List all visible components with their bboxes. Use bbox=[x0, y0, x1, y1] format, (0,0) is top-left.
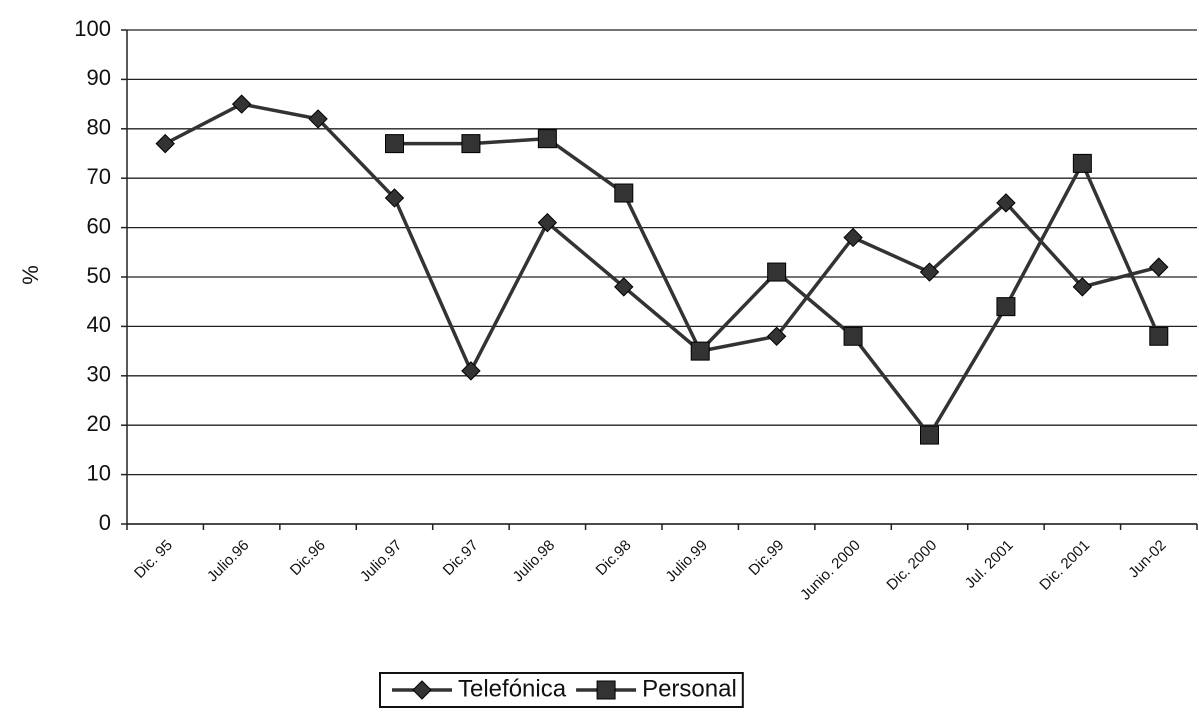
y-tick-label: 30 bbox=[87, 362, 111, 387]
data-point bbox=[690, 341, 710, 361]
data-point bbox=[537, 212, 558, 233]
y-tick-label: 10 bbox=[87, 460, 111, 485]
x-tick-label: Junio. 2000 bbox=[797, 537, 864, 604]
legend-box bbox=[379, 672, 744, 708]
data-point bbox=[614, 277, 634, 297]
x-tick-label: Dic. 2001 bbox=[1036, 537, 1093, 594]
data-point bbox=[1072, 153, 1092, 173]
data-point bbox=[1072, 277, 1093, 297]
data-point bbox=[384, 188, 405, 208]
legend-label: Personal bbox=[642, 675, 737, 702]
data-point bbox=[843, 227, 863, 248]
y-tick-label: 70 bbox=[87, 164, 111, 189]
data-point bbox=[919, 262, 940, 282]
data-point bbox=[155, 133, 175, 154]
y-tick-label: 50 bbox=[87, 263, 111, 288]
data-point bbox=[537, 129, 557, 149]
x-tick-label: Jun-02 bbox=[1125, 537, 1169, 581]
y-tick-label: 90 bbox=[87, 65, 111, 90]
x-tick-label: Dic.96 bbox=[287, 537, 329, 579]
data-point bbox=[385, 134, 404, 154]
data-point bbox=[920, 425, 939, 445]
x-tick-label: Julio.99 bbox=[662, 537, 711, 586]
x-tick-label: Dic. 95 bbox=[131, 537, 176, 582]
legend-label: Telefónica bbox=[458, 675, 567, 702]
data-point bbox=[766, 326, 787, 346]
data-point bbox=[461, 361, 481, 381]
data-point bbox=[308, 109, 328, 129]
x-tick-label: Dic.98 bbox=[593, 537, 635, 579]
x-tick-label: Dic.99 bbox=[745, 537, 787, 579]
data-point bbox=[614, 183, 634, 203]
series-line bbox=[394, 136, 1161, 439]
data-point bbox=[996, 193, 1016, 213]
x-tick-label: Julio.98 bbox=[510, 537, 559, 586]
legend: Telefónica Personal bbox=[379, 672, 744, 708]
data-point bbox=[231, 94, 252, 114]
data-point bbox=[461, 134, 481, 154]
x-tick-label: Jul. 2001 bbox=[962, 537, 1017, 592]
data-point bbox=[1149, 326, 1169, 346]
x-tick-label: Dic.97 bbox=[440, 537, 482, 579]
y-tick-label: 20 bbox=[87, 411, 111, 436]
series-line bbox=[164, 102, 1160, 375]
y-tick-label: 60 bbox=[87, 213, 111, 238]
data-point bbox=[996, 297, 1016, 317]
data-point bbox=[767, 262, 787, 282]
x-tick-label: Dic. 2000 bbox=[883, 537, 940, 594]
y-axis-label: % bbox=[18, 265, 43, 285]
x-tick-label: Julio.97 bbox=[357, 537, 406, 586]
data-point bbox=[1149, 257, 1169, 277]
x-tick-label: Julio.96 bbox=[204, 537, 253, 586]
legend-marker bbox=[412, 680, 432, 700]
y-tick-label: 0 bbox=[99, 510, 111, 535]
y-tick-label: 80 bbox=[87, 115, 111, 140]
y-tick-label: 100 bbox=[74, 16, 111, 41]
y-tick-label: 40 bbox=[87, 312, 111, 337]
data-point bbox=[843, 326, 863, 346]
legend-marker bbox=[596, 680, 616, 700]
